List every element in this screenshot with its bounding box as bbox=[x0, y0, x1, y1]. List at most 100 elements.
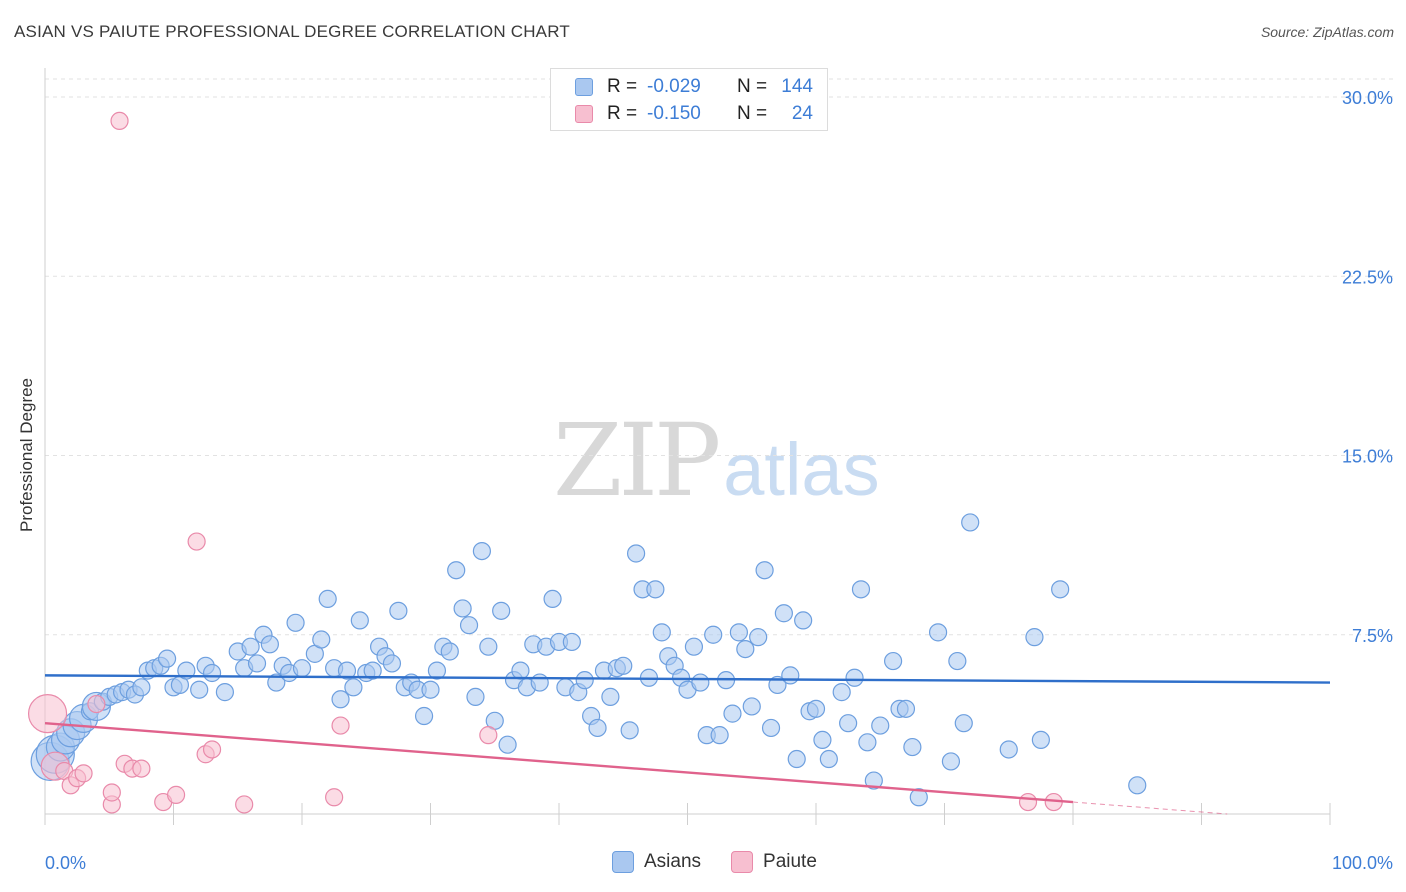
n-value: 24 bbox=[791, 103, 813, 124]
asian-point bbox=[948, 651, 967, 671]
asian-point bbox=[292, 659, 312, 678]
asian-point bbox=[202, 663, 222, 683]
asian-point bbox=[453, 599, 472, 618]
asian-point bbox=[1031, 730, 1050, 750]
r-value: -0.150 bbox=[647, 103, 701, 124]
asian-point bbox=[1128, 776, 1147, 795]
asian-point bbox=[620, 721, 639, 740]
paiute-point bbox=[331, 716, 350, 735]
asian-point bbox=[492, 601, 511, 620]
asian-point bbox=[626, 544, 646, 563]
asian-point bbox=[498, 735, 517, 754]
asians-trend-line bbox=[44, 674, 1331, 684]
asian-point bbox=[839, 714, 858, 733]
asian-point bbox=[350, 611, 369, 630]
paiute-point bbox=[479, 726, 498, 745]
asian-point bbox=[903, 737, 922, 757]
asian-point bbox=[363, 661, 382, 680]
paiute-trend-line bbox=[44, 721, 1074, 804]
asian-point bbox=[710, 726, 729, 745]
legend-item-asians[interactable]: Asians bbox=[612, 851, 701, 873]
paiute-point bbox=[187, 532, 206, 551]
asian-point bbox=[806, 699, 826, 718]
watermark-zip: ZIP bbox=[553, 402, 721, 519]
asian-point bbox=[684, 637, 704, 656]
paiute-point bbox=[202, 740, 222, 759]
asian-point bbox=[736, 639, 755, 659]
asian-point bbox=[562, 632, 581, 652]
y-tick-label: 22.5% bbox=[1342, 267, 1393, 287]
legend-label-asians: Asians bbox=[644, 851, 702, 872]
asian-point bbox=[858, 733, 877, 752]
paiute-point bbox=[110, 111, 129, 131]
legend-item-paiute[interactable]: Paiute bbox=[731, 851, 817, 873]
chart-title: ASIAN VS PAIUTE PROFESSIONAL DEGREE CORR… bbox=[14, 22, 570, 41]
asian-point bbox=[331, 690, 350, 709]
asian-point bbox=[1051, 580, 1070, 599]
paiute-point bbox=[1018, 792, 1038, 812]
asians-swatch bbox=[575, 78, 593, 96]
asian-point bbox=[781, 666, 800, 685]
paiute-point bbox=[87, 694, 106, 714]
asian-point bbox=[389, 601, 408, 620]
asian-point bbox=[909, 788, 928, 807]
asian-point bbox=[459, 616, 479, 635]
paiute-swatch bbox=[575, 105, 593, 123]
asian-point bbox=[691, 673, 710, 692]
series-paiute bbox=[27, 111, 1063, 814]
asian-point bbox=[941, 752, 961, 771]
paiute-point bbox=[166, 785, 186, 804]
x-tick-label: 100.0% bbox=[1332, 853, 1393, 873]
r-value: -0.029 bbox=[647, 76, 701, 97]
asian-point bbox=[427, 661, 447, 680]
asian-point bbox=[414, 706, 434, 726]
asian-point bbox=[479, 637, 498, 656]
asian-point bbox=[832, 683, 851, 702]
asian-point bbox=[819, 749, 838, 769]
paiute-point bbox=[27, 694, 68, 734]
asian-point bbox=[260, 635, 279, 654]
asian-point bbox=[646, 580, 665, 599]
asian-point bbox=[871, 716, 890, 735]
asian-point bbox=[755, 561, 774, 580]
paiute-point bbox=[132, 759, 151, 778]
r-label: R = bbox=[607, 103, 638, 124]
asian-point bbox=[382, 654, 402, 673]
paiute-point bbox=[325, 788, 344, 807]
asian-point bbox=[864, 771, 883, 790]
asian-point bbox=[954, 714, 973, 733]
asian-point bbox=[421, 680, 440, 699]
y-tick-label: 7.5% bbox=[1352, 626, 1393, 646]
series-asians bbox=[30, 513, 1147, 807]
asian-point bbox=[742, 697, 761, 716]
asian-point bbox=[999, 740, 1018, 759]
asian-point bbox=[575, 671, 594, 690]
paiute-trend-extension bbox=[1072, 801, 1228, 815]
n-label: N = bbox=[737, 76, 768, 97]
asian-point bbox=[530, 673, 549, 692]
asian-point bbox=[312, 630, 331, 649]
asian-point bbox=[883, 651, 903, 671]
asians-legend-swatch bbox=[612, 851, 634, 873]
asian-point bbox=[132, 678, 151, 697]
series-legend: Asians Paiute bbox=[612, 851, 847, 873]
paiute-point bbox=[235, 795, 254, 814]
asian-point bbox=[774, 604, 793, 623]
paiute-legend-swatch bbox=[731, 851, 754, 873]
trend-lines bbox=[44, 674, 1331, 815]
axes bbox=[44, 68, 1331, 825]
asian-point bbox=[247, 654, 267, 673]
legend-label-paiute: Paiute bbox=[763, 851, 817, 872]
asian-point bbox=[794, 611, 813, 630]
asian-point bbox=[511, 661, 530, 680]
asian-point bbox=[215, 683, 234, 702]
asian-point bbox=[787, 749, 806, 769]
asian-point bbox=[588, 718, 607, 738]
asian-point bbox=[652, 623, 671, 642]
asian-point bbox=[614, 656, 633, 675]
n-value: 144 bbox=[781, 76, 813, 97]
legend-row-paiute: R = -0.150 N = 24 bbox=[575, 102, 813, 126]
asian-point bbox=[928, 623, 948, 642]
asian-point bbox=[961, 513, 980, 532]
asian-point bbox=[749, 628, 768, 647]
